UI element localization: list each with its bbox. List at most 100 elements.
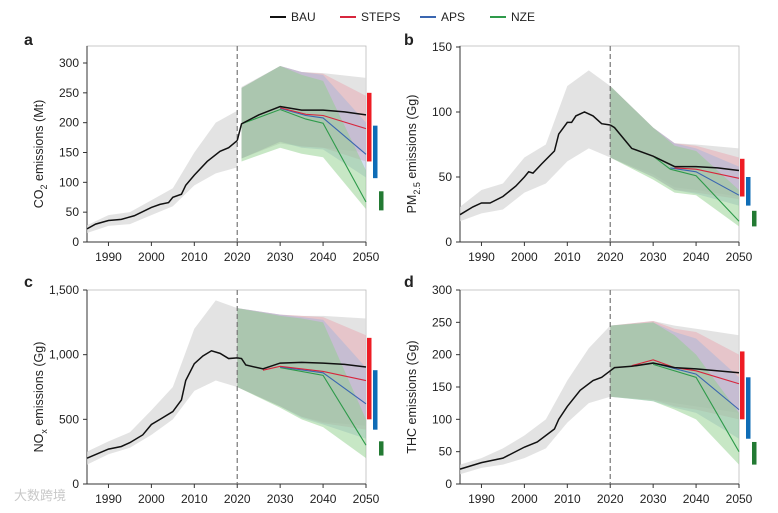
nze-2050-range-bar [752, 441, 757, 465]
nze-uncertainty-band [237, 308, 366, 459]
aps-line [280, 107, 367, 155]
watermark: 大数跨境 [14, 488, 66, 503]
nze-line [241, 108, 367, 203]
legend-item-aps: APS [420, 10, 465, 24]
x-tick-label: 2030 [640, 492, 667, 506]
aps-2050-range-bar [746, 177, 751, 206]
x-tick-label: 2040 [310, 250, 337, 264]
y-axis-label-subscript: 2.5 [412, 182, 422, 195]
x-tick-label: 2000 [138, 250, 165, 264]
y-axis-label-subscript: x [39, 429, 49, 434]
nze-2050-range-bar [752, 210, 757, 227]
legend-item-bau: BAU [270, 10, 316, 24]
x-tick-label: 2030 [267, 492, 294, 506]
steps-2050-range-bar [740, 351, 745, 420]
steps-line [674, 167, 740, 179]
y-axis-label-main: NO [32, 433, 46, 452]
legend-item-steps: STEPS [340, 10, 400, 24]
y-axis-label: NOx emissions (Gg) [32, 342, 49, 453]
y-tick-label: 300 [59, 56, 79, 70]
x-tick-label: 2020 [597, 492, 624, 506]
nze-uncertainty-band [241, 65, 366, 210]
y-tick-label: 100 [432, 105, 452, 119]
x-tick-label: 2000 [511, 250, 538, 264]
bau-line [609, 124, 740, 172]
legend-label: STEPS [361, 10, 400, 24]
x-tick-label: 2030 [640, 250, 667, 264]
panel-a: a 0 50 100 150 200 250 300 1990 2000 2010 2020 2030 2… [24, 32, 384, 264]
legend-label: NZE [511, 10, 535, 24]
y-tick-label: 150 [432, 40, 452, 54]
y-tick-label: 150 [432, 380, 452, 394]
nze-line [280, 367, 367, 446]
aps-2050-range-bar [373, 125, 378, 179]
y-axis-label-units: emissions (Gg) [32, 342, 46, 430]
y-tick-label: 100 [59, 175, 79, 189]
panel-c: c 0 500 1,000 1,500 1990 2000 2010 2020 2030 2040 2… [24, 274, 384, 506]
bau-line [236, 105, 367, 141]
x-tick-label: 1990 [468, 492, 495, 506]
steps-line [280, 107, 367, 130]
steps-2050-range-bar [740, 158, 745, 197]
y-axis-label: PM2.5 emissions (Gg) [405, 95, 422, 214]
steps-2050-range-bar [367, 337, 372, 420]
x-tick-label: 2030 [267, 250, 294, 264]
y-tick-label: 200 [59, 116, 79, 130]
y-tick-label: 0 [445, 235, 452, 249]
x-tick-label: 2020 [597, 250, 624, 264]
x-tick-label: 2050 [726, 250, 753, 264]
panel-label: a [24, 32, 33, 49]
x-tick-label: 2040 [683, 492, 710, 506]
y-tick-label: 0 [72, 477, 79, 491]
aps-line [280, 366, 367, 405]
panel-label: b [404, 32, 414, 49]
historical-uncertainty-band [460, 325, 611, 475]
y-tick-label: 100 [432, 412, 452, 426]
legend-item-nze: NZE [490, 10, 535, 24]
y-tick-label: 200 [432, 348, 452, 362]
x-tick-label: 2050 [353, 492, 380, 506]
y-tick-label: 300 [432, 283, 452, 297]
x-tick-label: 2050 [353, 250, 380, 264]
aps-line [670, 167, 740, 196]
bau-line [609, 362, 740, 374]
panel-label: d [404, 274, 414, 291]
y-tick-label: 50 [66, 205, 80, 219]
legend-label: BAU [291, 10, 316, 24]
x-tick-label: 2020 [224, 250, 251, 264]
historical-uncertainty-band [87, 300, 238, 465]
steps-2050-range-bar [367, 92, 372, 162]
y-tick-label: 50 [439, 170, 453, 184]
nze-line [652, 363, 740, 452]
y-axis-label-subscript: 2 [39, 184, 49, 189]
historical-line [459, 111, 611, 216]
x-tick-label: 1990 [95, 250, 122, 264]
nze-line [652, 155, 740, 222]
y-tick-label: 50 [439, 445, 453, 459]
panel-d: d 0 50 100 150 200 250 300 1990 2000 2010 2020 2030 2… [404, 274, 757, 506]
nze-uncertainty-band [610, 322, 739, 465]
y-tick-label: 500 [59, 412, 79, 426]
historical-uncertainty-band [87, 110, 238, 234]
y-axis-label: CO2 emissions (Mt) [32, 100, 49, 209]
x-tick-label: 2010 [554, 492, 581, 506]
steps-line [262, 365, 367, 382]
x-tick-label: 2010 [181, 250, 208, 264]
y-tick-label: 250 [432, 315, 452, 329]
bau-line [237, 357, 367, 370]
x-tick-label: 2050 [726, 492, 753, 506]
historical-line [86, 139, 238, 230]
x-tick-label: 2020 [224, 492, 251, 506]
y-tick-label: 0 [72, 235, 79, 249]
historical-line [86, 349, 238, 459]
legend-label: APS [441, 10, 465, 24]
legend: BAU STEPS APS NZE [270, 10, 535, 24]
y-axis-label-main: CO [32, 189, 46, 208]
x-tick-label: 1990 [95, 492, 122, 506]
nze-uncertainty-band [610, 86, 739, 227]
y-tick-label: 1,500 [49, 283, 79, 297]
historical-uncertainty-band [460, 70, 611, 222]
x-tick-label: 2010 [554, 250, 581, 264]
x-tick-label: 2000 [138, 492, 165, 506]
